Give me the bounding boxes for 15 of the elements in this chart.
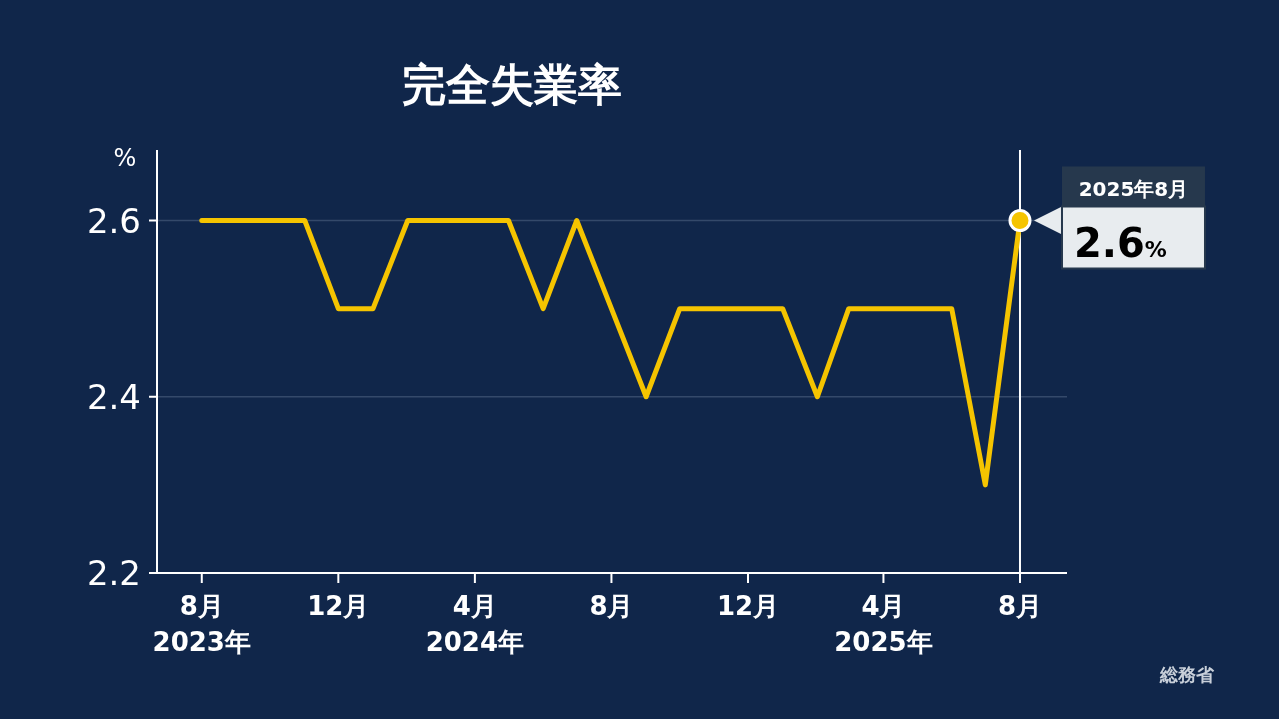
y-tick-label: 2.2 (86, 553, 141, 593)
data-label: 2.6% (1073, 219, 1167, 266)
text: 総務省 (1159, 664, 1215, 685)
x-tick-label: 4月 2024年 (425, 591, 525, 657)
y-axis-title: % (113, 144, 137, 172)
x-tick-label: 8月 2023年 (152, 591, 251, 657)
x-tick-label: 8月 (997, 591, 1043, 621)
y-tick-label: 2.4 (86, 376, 141, 417)
chart-title: 完全失業率 (402, 59, 622, 110)
x-tick-label: 12月 (307, 591, 370, 621)
x-tick-label: 4月 2025年 (834, 591, 933, 657)
x-tick-label: 8月 (589, 591, 634, 621)
text: 2025年8月 (1078, 176, 1189, 201)
x-tick-label: 12月 (716, 591, 780, 621)
y-tick-label: 2.6 (86, 200, 141, 241)
